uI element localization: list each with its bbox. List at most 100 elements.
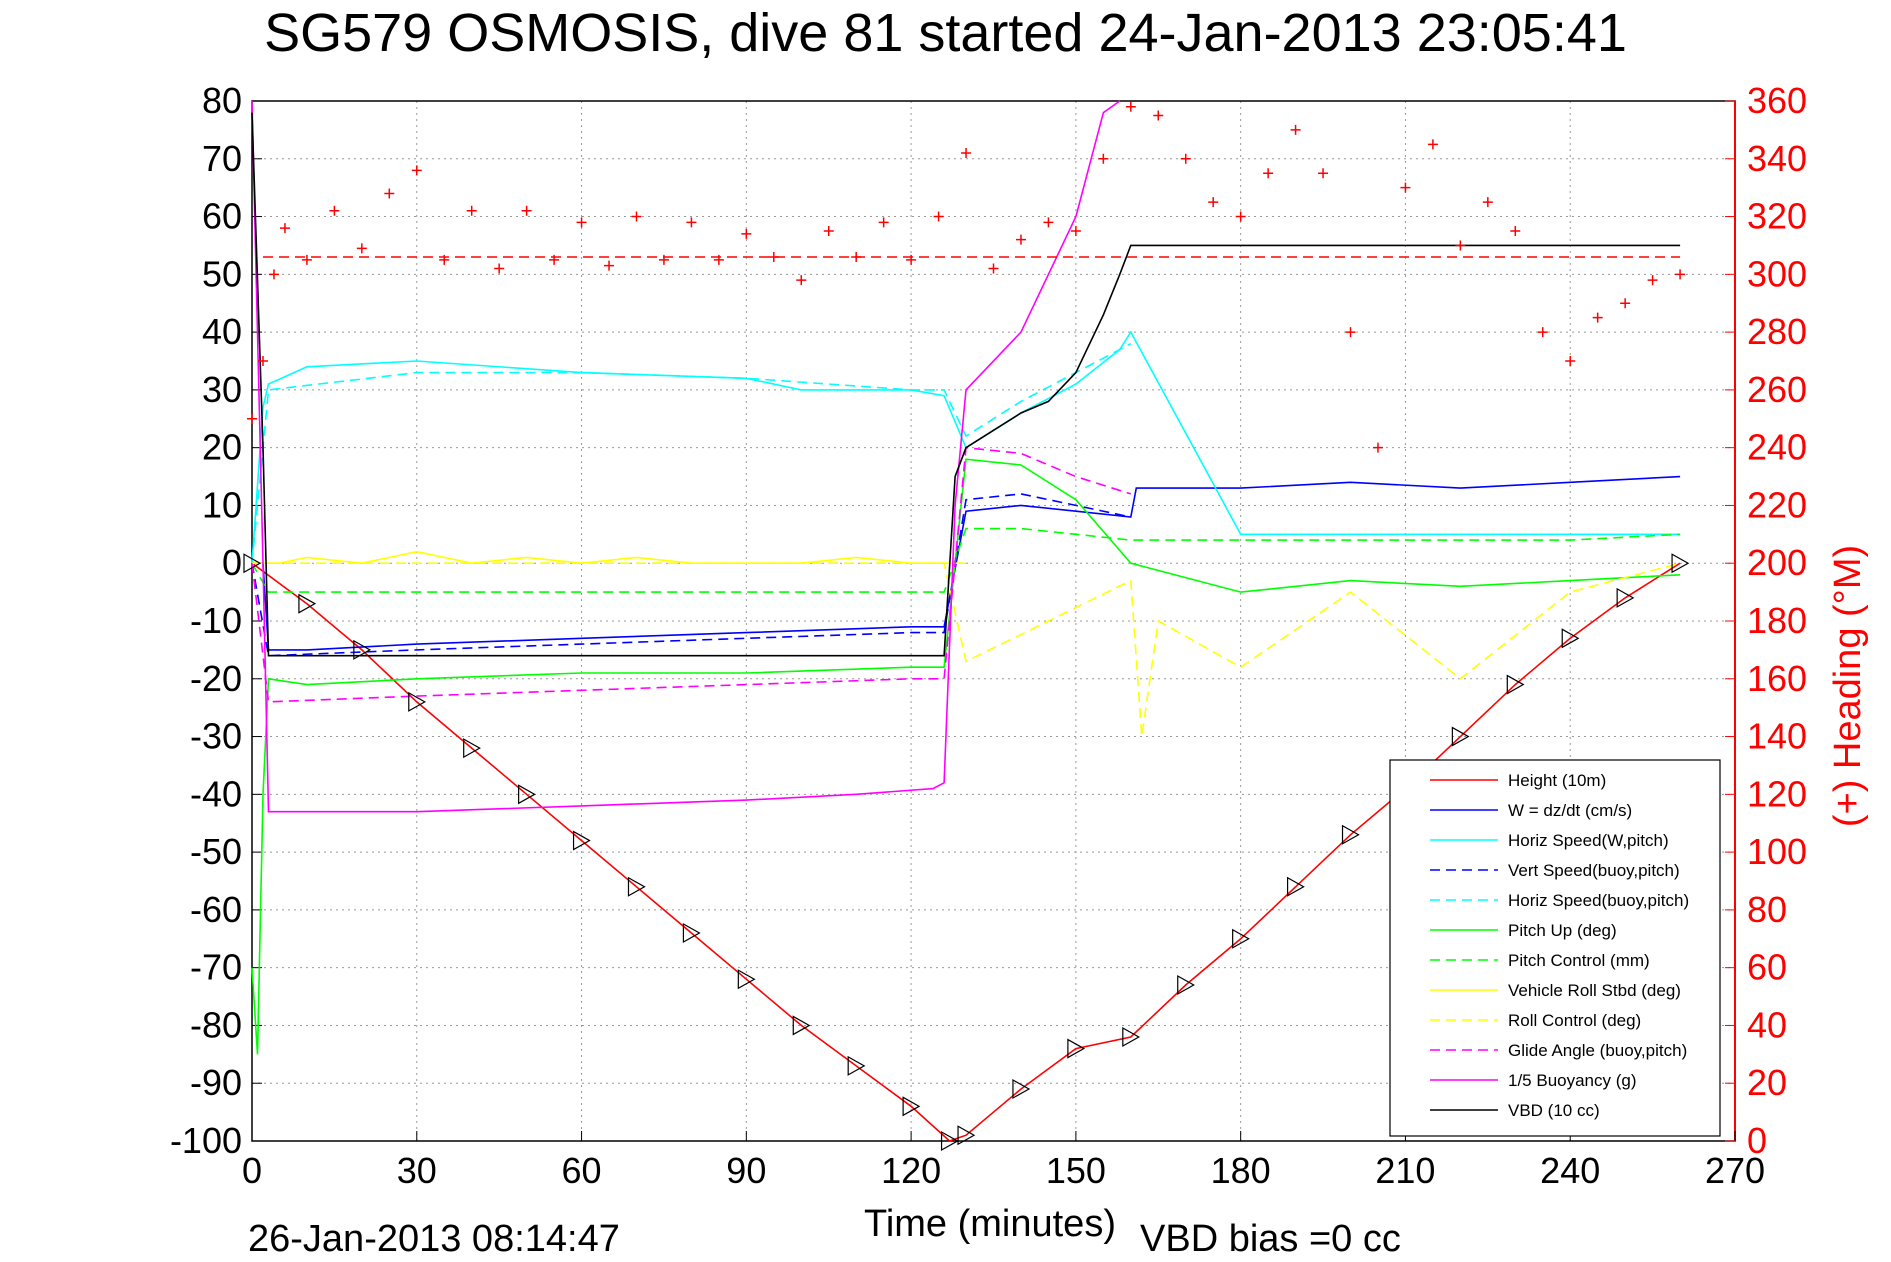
right-tick-label: 240 [1747,427,1807,468]
heading-point [411,165,422,176]
x-tick-label: 180 [1211,1150,1271,1191]
heading-point [1180,153,1191,164]
legend-label: Roll Control (deg) [1508,1011,1641,1030]
heading-point [268,269,279,280]
legend-label: Horiz Speed(W,pitch) [1508,831,1669,850]
heading-point [1235,211,1246,222]
heading-point [384,188,395,199]
right-tick-label: 20 [1747,1062,1787,1103]
heading-point [1565,356,1576,366]
legend-label: Vert Speed(buoy,pitch) [1508,861,1680,880]
heading-point [1592,312,1603,323]
y-tick-label: -60 [190,889,242,930]
depth-marker [1067,1038,1086,1059]
y-tick-label: 40 [202,311,242,352]
series-line-5 [251,458,1681,1055]
series-line-4 [251,342,1132,564]
heading-point [1482,197,1493,208]
heading-point [1015,234,1026,245]
legend-label: Vehicle Roll Stbd (deg) [1508,981,1681,1000]
depth-marker [627,876,646,897]
heading-point [1345,327,1356,338]
heading-point [1070,226,1081,236]
heading-point [257,356,268,366]
legend-label: Glide Angle (buoy,pitch) [1508,1041,1687,1060]
depth-marker [682,922,701,944]
depth-marker [1616,587,1635,608]
heading-point [1153,110,1164,121]
legend-box [1389,759,1721,1137]
depth-marker [243,553,262,574]
y-tick-label: 80 [202,80,242,121]
y-tick-label: 0 [222,542,242,583]
x-tick-label: 270 [1705,1150,1765,1191]
y-tick-label: 60 [202,196,242,237]
y-tick-label: -20 [190,658,242,699]
y-tick-label: -30 [190,716,242,757]
heading-points [247,101,1686,453]
legend-label: Pitch Up (deg) [1508,921,1617,940]
right-tick-label: 340 [1747,138,1807,179]
heading-point [851,252,862,262]
heading-point [356,243,367,254]
x-tick-label: 210 [1375,1150,1435,1191]
heading-point [686,217,697,228]
heading-point [1455,240,1466,251]
right-tick-label: 300 [1747,253,1807,294]
heading-point [1675,269,1686,280]
right-tick-label: 140 [1747,716,1807,757]
right-tick-label: 320 [1747,196,1807,237]
depth-marker [792,1015,811,1036]
tick-labels: 0 30 60 90 120 150 180 210 240 270-100-90-80-70-6… [170,80,1807,1191]
x-tick-label: 30 [397,1150,437,1191]
depth-marker [940,1130,959,1152]
heading-point [1125,101,1136,112]
legend-label: 1/5 Buoyancy (g) [1508,1071,1637,1090]
heading-point [1263,168,1274,179]
y-tick-label: 70 [202,138,242,179]
heading-point [494,263,505,274]
depth-marker [1671,553,1690,574]
heading-point [933,211,944,222]
depth-marker [1012,1078,1031,1100]
x-axis-label: Time (minutes) [864,1203,1116,1245]
y-tick-label: -90 [190,1062,242,1103]
depth-marker [1122,1026,1141,1048]
x-tick-label: 90 [726,1150,766,1191]
x-tick-label: 150 [1046,1150,1106,1191]
y-tick-label: -80 [190,1004,242,1045]
axes [251,100,1736,1142]
heading-point [713,254,724,265]
right-tick-label: 260 [1747,369,1807,410]
series-line-9 [251,446,1132,703]
y-tick-label: 20 [202,427,242,468]
heading-point [1400,182,1411,193]
series-line-2 [251,330,1681,564]
y-tick-label: 10 [202,484,242,525]
heading-point [1647,275,1658,286]
depth-marker [518,784,536,805]
footer-vbd-bias: VBD bias =0 cc [1140,1218,1401,1260]
depth-marker [572,830,591,851]
heading-point [741,228,752,239]
depth-marker [1451,726,1470,747]
depth-marker [353,639,372,660]
y-tick-label: -70 [190,947,242,988]
heading-point [439,254,450,265]
footer-date: 26-Jan-2013 08:14:47 [248,1218,620,1260]
depth-marker [847,1055,866,1076]
depth-marker [1286,876,1305,897]
heading-point [521,205,532,216]
heading-point [1620,298,1631,309]
right-tick-label: 220 [1747,484,1807,525]
heading-point [961,148,972,158]
right-tick-label: 200 [1747,542,1807,583]
y-tick-label: -10 [190,600,242,641]
depth-marker [1177,974,1195,996]
heading-point [279,223,290,234]
right-tick-label: 60 [1747,947,1787,988]
heading-point [1290,124,1301,135]
heading-point [988,263,999,274]
depth-marker [1341,824,1360,845]
